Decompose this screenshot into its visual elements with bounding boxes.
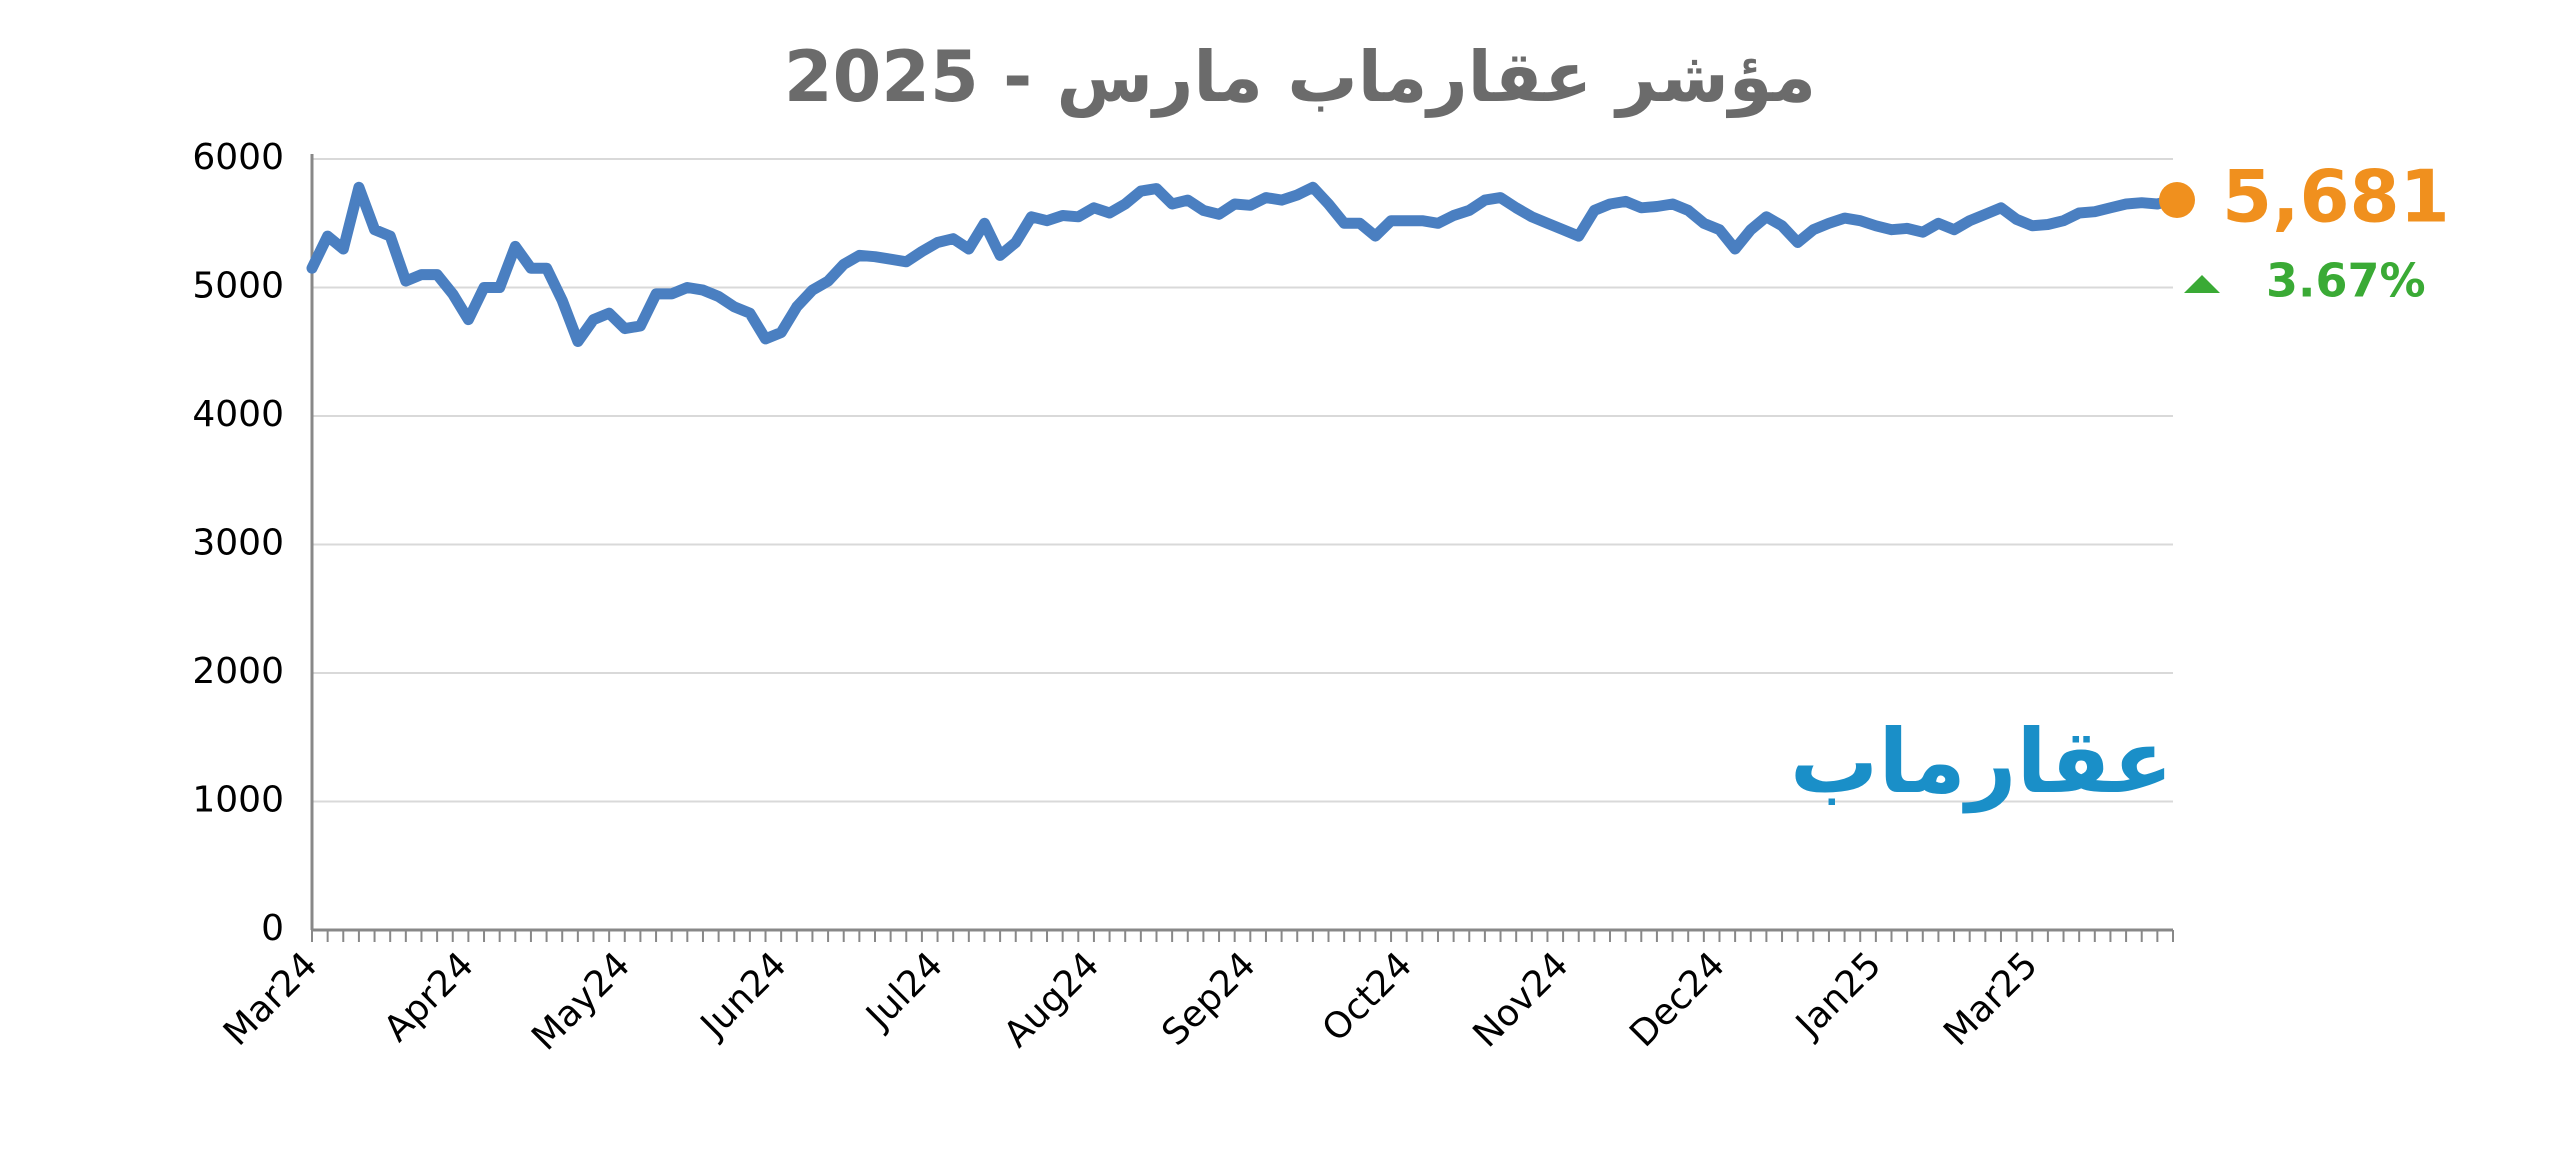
x-tick-label: Oct24 (1315, 944, 1420, 1049)
up-arrow (2184, 275, 2220, 293)
line-series (306, 181, 2179, 347)
logo: عقارماب (1790, 710, 2173, 813)
change-label: 3.67% (2266, 254, 2426, 308)
y-tick-label: 3000 (192, 523, 284, 564)
x-tick-label: Jan25 (1787, 944, 1889, 1046)
y-tick-label: 1000 (192, 780, 284, 821)
y-tick-label: 2000 (192, 651, 284, 692)
chart-title: مؤشر عقارماب مارس - 2025 (784, 36, 1816, 118)
x-tick-label: Apr24 (376, 944, 481, 1049)
y-tick-label: 5000 (192, 266, 284, 307)
x-tick-label: Mar25 (1936, 944, 2045, 1053)
last-value-label: 5,681 (2222, 155, 2450, 239)
y-tick-label: 4000 (192, 394, 284, 435)
x-tick-label: May24 (524, 944, 638, 1058)
x-tick-label: Dec24 (1622, 944, 1733, 1055)
x-tick-label: Mar24 (216, 944, 325, 1053)
x-tick-label: Aug24 (996, 944, 1107, 1055)
x-tick-label: Sep24 (1154, 944, 1263, 1053)
x-tick-label: Jul24 (857, 944, 951, 1038)
y-tick-label: 6000 (192, 137, 284, 178)
x-tick-label: Jun24 (692, 944, 795, 1047)
y-tick-label: 0 (261, 908, 284, 949)
x-tick-label: Nov24 (1465, 944, 1576, 1055)
last-point-marker (2159, 181, 2195, 218)
